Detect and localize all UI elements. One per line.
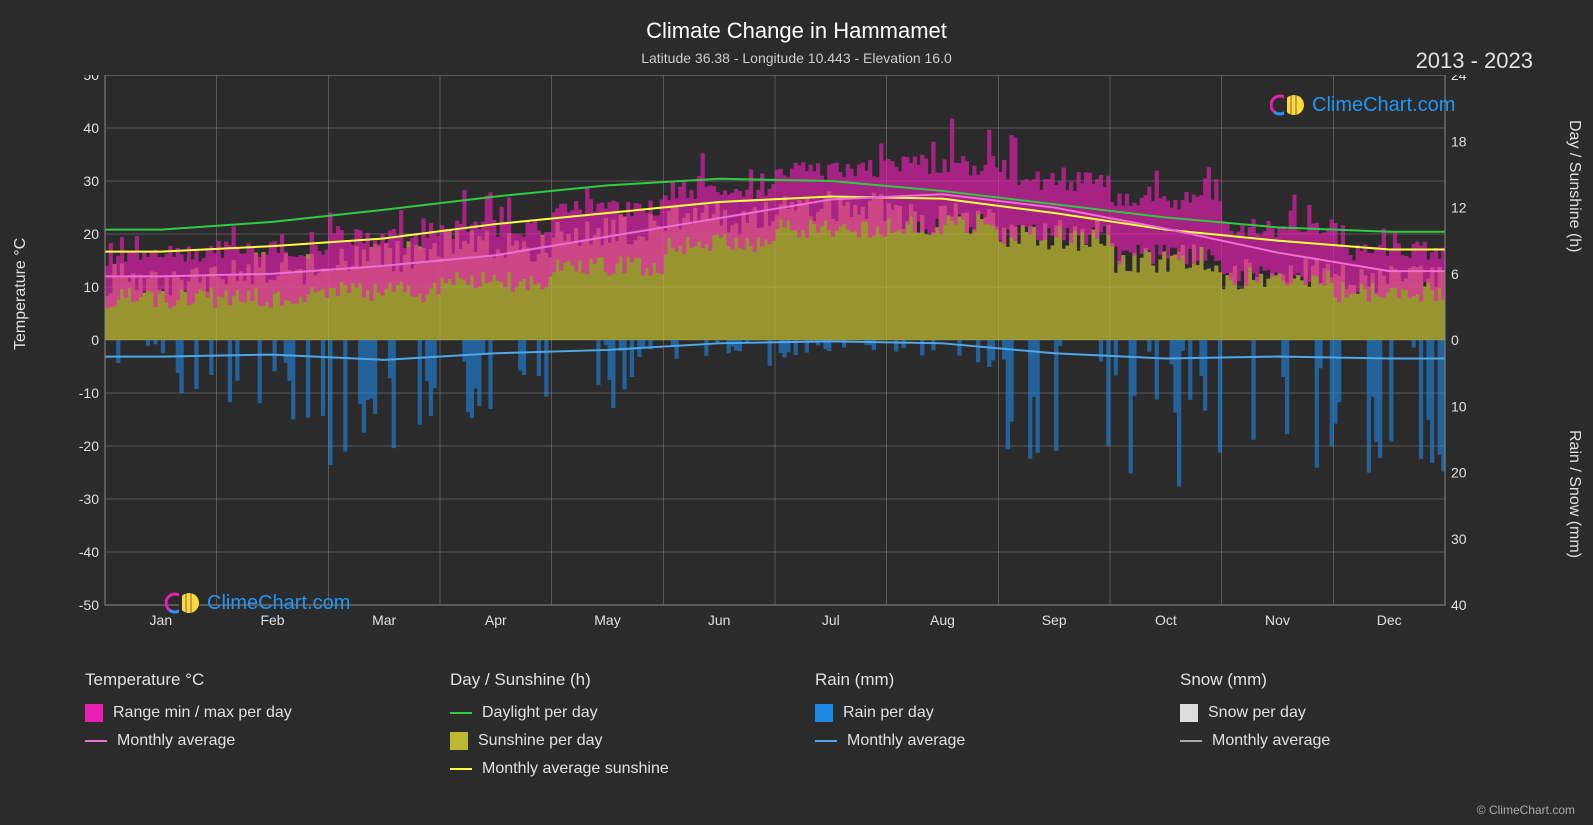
- watermark-label: ClimeChart.com: [207, 592, 350, 615]
- chart-subtitle: Latitude 36.38 - Longitude 10.443 - Elev…: [0, 44, 1593, 66]
- svg-text:0: 0: [91, 332, 99, 348]
- legend-item: Sunshine per day: [450, 732, 775, 750]
- legend-item: Daylight per day: [450, 704, 775, 722]
- svg-text:20: 20: [83, 226, 99, 242]
- legend-marker: [450, 712, 472, 714]
- legend-header: Snow (mm): [1180, 670, 1505, 690]
- logo-icon: [1270, 92, 1306, 118]
- legend-marker: [85, 704, 103, 722]
- svg-text:Jul: Jul: [822, 612, 840, 628]
- legend-marker: [815, 740, 837, 742]
- legend-label: Monthly average: [1212, 732, 1330, 750]
- legend-item: Monthly average sunshine: [450, 760, 775, 778]
- copyright: © ClimeChart.com: [1477, 803, 1575, 817]
- legend-col-temp: Temperature °C Range min / max per day Mo…: [85, 670, 410, 788]
- plot-area: 50 40 30 20 10 0 -10 -20 -30 -40 -50 24 18 12 6 0 10 20 30…: [75, 75, 1495, 635]
- legend-item: Monthly average: [1180, 732, 1505, 750]
- legend-item: Monthly average: [85, 732, 410, 750]
- svg-text:-20: -20: [79, 438, 99, 454]
- svg-text:6: 6: [1451, 266, 1459, 282]
- y-axis-right-label-top: Day / Sunshine (h): [1565, 120, 1583, 253]
- legend-item: Rain per day: [815, 704, 1140, 722]
- legend-marker: [450, 768, 472, 770]
- svg-text:-10: -10: [79, 385, 99, 401]
- legend-item: Range min / max per day: [85, 704, 410, 722]
- svg-text:18: 18: [1451, 133, 1467, 149]
- legend-col-day: Day / Sunshine (h) Daylight per day Sunsh…: [450, 670, 775, 788]
- svg-text:-40: -40: [79, 544, 99, 560]
- svg-text:50: 50: [83, 75, 99, 83]
- legend-marker: [1180, 704, 1198, 722]
- legend-label: Monthly average: [847, 732, 965, 750]
- watermark-bottom: ClimeChart.com: [165, 590, 350, 616]
- svg-text:May: May: [594, 612, 620, 628]
- svg-text:Nov: Nov: [1265, 612, 1290, 628]
- chart-title: Climate Change in Hammamet: [0, 0, 1593, 44]
- legend-label: Monthly average sunshine: [482, 760, 669, 778]
- legend-marker: [1180, 740, 1202, 742]
- legend-marker: [450, 732, 468, 750]
- legend-marker: [815, 704, 833, 722]
- legend-header: Day / Sunshine (h): [450, 670, 775, 690]
- svg-text:Oct: Oct: [1155, 612, 1177, 628]
- svg-text:Dec: Dec: [1377, 612, 1402, 628]
- legend-label: Range min / max per day: [113, 704, 292, 722]
- y-axis-right-label-bottom: Rain / Snow (mm): [1565, 430, 1583, 558]
- legend-label: Snow per day: [1208, 704, 1306, 722]
- plot-svg: 50 40 30 20 10 0 -10 -20 -30 -40 -50 24 18 12 6 0 10 20 30…: [75, 75, 1495, 635]
- legend-label: Monthly average: [117, 732, 235, 750]
- svg-text:-30: -30: [79, 491, 99, 507]
- legend-label: Rain per day: [843, 704, 934, 722]
- svg-text:30: 30: [83, 173, 99, 189]
- legend-label: Sunshine per day: [478, 732, 603, 750]
- legend-col-rain: Rain (mm) Rain per day Monthly average: [815, 670, 1140, 788]
- legend-item: Monthly average: [815, 732, 1140, 750]
- legend-col-snow: Snow (mm) Snow per day Monthly average: [1180, 670, 1505, 788]
- legend-header: Temperature °C: [85, 670, 410, 690]
- legend-item: Snow per day: [1180, 704, 1505, 722]
- svg-text:Sep: Sep: [1042, 612, 1067, 628]
- svg-text:24: 24: [1451, 75, 1467, 83]
- legend-label: Daylight per day: [482, 704, 598, 722]
- climate-chart: Climate Change in Hammamet Latitude 36.3…: [0, 0, 1593, 825]
- legend-header: Rain (mm): [815, 670, 1140, 690]
- watermark-label: ClimeChart.com: [1312, 94, 1455, 117]
- svg-text:40: 40: [1451, 597, 1467, 613]
- svg-text:40: 40: [83, 120, 99, 136]
- svg-text:30: 30: [1451, 531, 1467, 547]
- svg-text:12: 12: [1451, 200, 1467, 216]
- svg-text:Mar: Mar: [372, 612, 396, 628]
- watermark-top: ClimeChart.com: [1270, 92, 1455, 118]
- year-range: 2013 - 2023: [1416, 48, 1533, 74]
- svg-text:Jun: Jun: [708, 612, 731, 628]
- y-axis-left-label: Temperature °C: [12, 238, 30, 350]
- svg-text:10: 10: [83, 279, 99, 295]
- logo-icon: [165, 590, 201, 616]
- legend-marker: [85, 740, 107, 742]
- svg-text:0: 0: [1451, 332, 1459, 348]
- svg-text:20: 20: [1451, 465, 1467, 481]
- svg-text:10: 10: [1451, 398, 1467, 414]
- svg-text:-50: -50: [79, 597, 99, 613]
- svg-text:Aug: Aug: [930, 612, 955, 628]
- legend: Temperature °C Range min / max per day Mo…: [85, 670, 1505, 788]
- svg-text:Apr: Apr: [485, 612, 507, 628]
